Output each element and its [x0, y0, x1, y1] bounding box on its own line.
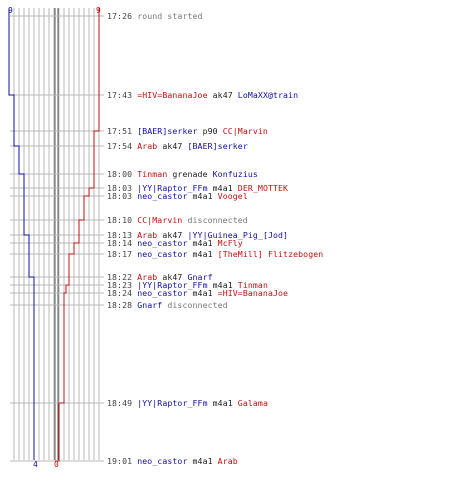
event-player: |YY|Guinea_Pig_[Jod]: [187, 230, 289, 240]
blue-end-score: 4: [33, 460, 38, 469]
event-player: McFly: [217, 238, 243, 248]
event-row: 18:10 CC|Marvin disconnected: [107, 215, 248, 225]
event-row: 18:49 |YY|Raptor_FFm m4a1 Galama: [107, 398, 268, 408]
event-weapon: m4a1: [207, 280, 238, 290]
event-time: 18:14: [107, 238, 133, 248]
event-weapon: grenade: [167, 169, 213, 179]
event-row: 19:01 neo_castor m4a1 Arab: [107, 456, 238, 466]
event-player: Galama: [237, 398, 268, 408]
event-row: 18:22 Arab ak47 Gnarf: [107, 272, 213, 282]
event-player: CC|Marvin: [222, 126, 268, 136]
event-player: Gnarf: [187, 272, 213, 282]
event-time: 19:01: [107, 456, 133, 466]
event-player: |YY|Raptor_FFm: [137, 280, 208, 290]
event-player: Arab: [217, 456, 238, 466]
event-row: 18:03 |YY|Raptor_FFm m4a1 DER_MOTTEK: [107, 183, 288, 193]
event-time: 18:03: [107, 183, 133, 193]
event-row: 17:54 Arab ak47 [BAER]serker: [107, 141, 248, 151]
event-player: =HIV=BananaJoe: [137, 90, 208, 100]
event-player: Arab: [137, 141, 158, 151]
event-player: neo_castor: [137, 249, 188, 259]
event-player: Gnarf: [137, 300, 163, 310]
red-start-score: 9: [96, 6, 101, 15]
event-player: Arab: [137, 272, 158, 282]
event-weapon: ak47: [207, 90, 238, 100]
event-row: 18:00 Tinman grenade Konfuzius: [107, 169, 258, 179]
event-time: 17:51: [107, 126, 133, 136]
event-player: neo_castor: [137, 191, 188, 201]
red-team-line: [55, 8, 100, 462]
event-weapon: m4a1: [187, 456, 218, 466]
event-row: 18:17 neo_castor m4a1 [TheMill] Flitzebo…: [107, 249, 323, 259]
blue-team-line: [8, 8, 35, 460]
event-weapon: m4a1: [187, 238, 218, 248]
event-weapon: m4a1: [207, 398, 238, 408]
event-weapon: ak47: [157, 230, 188, 240]
event-weapon: m4a1: [187, 249, 218, 259]
event-player: DER_MOTTEK: [237, 183, 289, 193]
event-time: 18:22: [107, 272, 133, 282]
event-row: 18:03 neo_castor m4a1 Voogel: [107, 191, 248, 201]
event-time: 18:28: [107, 300, 133, 310]
event-time: 18:10: [107, 215, 133, 225]
event-player: [BAER]serker: [137, 126, 198, 136]
event-player: |YY|Raptor_FFm: [137, 183, 208, 193]
event-player: [TheMill] Flitzebogen: [217, 249, 324, 259]
event-weapon: m4a1: [187, 191, 218, 201]
event-time: 17:43: [107, 90, 133, 100]
event-weapon: m4a1: [187, 288, 218, 298]
event-time: 18:23: [107, 280, 133, 290]
event-row: 18:14 neo_castor m4a1 McFly: [107, 238, 243, 248]
event-player: neo_castor: [137, 456, 188, 466]
event-time: 18:13: [107, 230, 133, 240]
event-player: Tinman: [237, 280, 268, 290]
event-row: 17:43 =HIV=BananaJoe ak47 LoMaXX@train: [107, 90, 298, 100]
event-time: 18:00: [107, 169, 133, 179]
event-weapon: m4a1: [207, 183, 238, 193]
event-player: neo_castor: [137, 288, 188, 298]
event-row: 17:51 [BAER]serker p90 CC|Marvin: [107, 126, 268, 136]
event-info: round started: [137, 11, 203, 21]
event-time: 17:54: [107, 141, 133, 151]
event-row: 18:23 |YY|Raptor_FFm m4a1 Tinman: [107, 280, 268, 290]
event-info: disconnected: [182, 215, 248, 225]
event-time: 18:24: [107, 288, 133, 298]
event-time: 18:49: [107, 398, 133, 408]
event-weapon: ak47: [157, 141, 188, 151]
event-player: CC|Marvin: [137, 215, 183, 225]
event-row: 17:26 round started: [107, 11, 203, 21]
event-time: 17:26: [107, 11, 133, 21]
blue-start-score: 9: [8, 6, 13, 15]
event-time: 18:17: [107, 249, 133, 259]
event-time: 18:03: [107, 191, 133, 201]
event-player: [BAER]serker: [187, 141, 248, 151]
event-weapon: ak47: [157, 272, 188, 282]
event-player: LoMaXX@train: [237, 90, 299, 100]
event-row: 18:28 Gnarf disconnected: [107, 300, 228, 310]
event-player: neo_castor: [137, 238, 188, 248]
event-info: disconnected: [162, 300, 228, 310]
event-row: 18:13 Arab ak47 |YY|Guinea_Pig_[Jod]: [107, 230, 288, 240]
event-player: Voogel: [217, 191, 248, 201]
event-weapon: p90: [197, 126, 223, 136]
event-player: |YY|Raptor_FFm: [137, 398, 208, 408]
event-player: Arab: [137, 230, 158, 240]
red-end-score: 0: [54, 460, 59, 469]
event-player: =HIV=BananaJoe: [217, 288, 289, 298]
event-player: Tinman: [137, 169, 168, 179]
event-row: 18:24 neo_castor m4a1 =HIV=BananaJoe: [107, 288, 288, 298]
event-player: Konfuzius: [212, 169, 258, 179]
